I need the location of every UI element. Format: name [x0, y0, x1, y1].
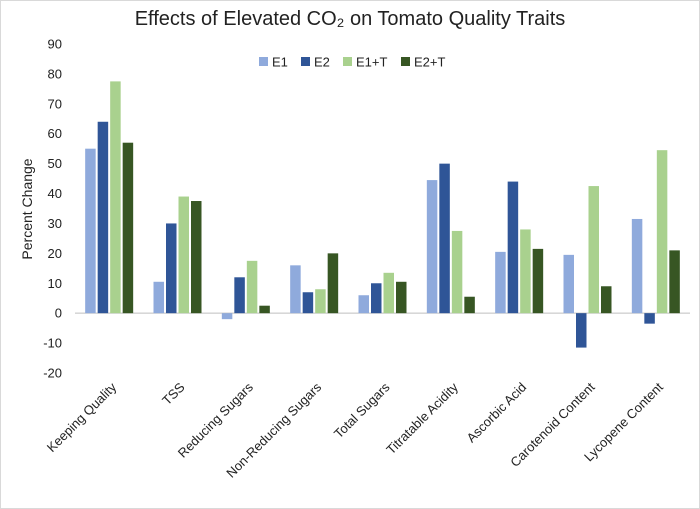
category-label: Keeping Quality — [44, 379, 120, 455]
bar-e1 — [85, 148, 96, 314]
y-axis-ticks: -20 -10 0 10 20 30 40 50 60 70 80 90 — [43, 37, 62, 381]
y-axis-title: Percent Change — [19, 158, 35, 259]
bar-e1-t — [383, 272, 394, 314]
bar-e2 — [644, 313, 655, 324]
bar-e1-t — [451, 230, 463, 314]
legend-label: E2+T — [414, 55, 445, 70]
bar-e1 — [495, 251, 506, 314]
bar-e2-t — [122, 142, 134, 314]
bar-e2 — [302, 292, 314, 314]
bar-e1-t — [315, 289, 326, 314]
bar-e1-t — [246, 260, 258, 314]
bar-e2-t — [532, 248, 544, 314]
bar-e2 — [576, 313, 587, 348]
bar-e1 — [153, 281, 164, 314]
bar-e2-t — [259, 305, 270, 314]
bar-e1-t — [520, 229, 531, 314]
bar-e1-t — [656, 150, 668, 314]
y-tick-label: -20 — [43, 366, 62, 381]
bar-e1-t — [110, 81, 121, 314]
bar-e2 — [439, 163, 450, 314]
bar-e2 — [507, 181, 519, 314]
y-tick-label: 60 — [48, 126, 62, 141]
y-tick-label: 70 — [48, 96, 62, 111]
bar-e1-t — [178, 196, 189, 314]
legend: E1 E2 E1+T E2+T — [259, 55, 445, 70]
bar-e1 — [426, 180, 438, 314]
legend-swatch — [259, 57, 268, 66]
y-tick-label: -10 — [43, 336, 62, 351]
legend-label: E1 — [272, 55, 288, 70]
bar-e1 — [221, 313, 233, 320]
category-label: Total Sugars — [331, 379, 393, 441]
y-tick-label: 40 — [48, 186, 62, 201]
bar-e1 — [563, 254, 574, 314]
legend-swatch — [343, 57, 352, 66]
bar-e2 — [166, 223, 177, 314]
bar-e1-t — [588, 186, 599, 314]
bar-e2-t — [327, 253, 339, 314]
chart-title: Effects of Elevated CO₂ on Tomato Qualit… — [134, 8, 566, 30]
legend-swatch — [401, 57, 410, 66]
category-label: Ascorbic Acid — [463, 380, 529, 446]
y-tick-label: 10 — [48, 276, 62, 291]
category-label: Titratable Acidity — [383, 379, 461, 457]
y-tick-label: 50 — [48, 156, 62, 171]
bar-e2-t — [464, 296, 475, 314]
bar-e2 — [234, 277, 245, 314]
bar-e1 — [631, 218, 643, 314]
bars — [85, 81, 680, 348]
legend-label: E2 — [314, 55, 330, 70]
bar-e2-t — [601, 286, 612, 314]
y-tick-label: 80 — [48, 66, 62, 81]
bar-e2-t — [191, 201, 202, 314]
bar-e2-t — [396, 281, 407, 314]
bar-e1 — [358, 295, 369, 314]
bar-e2-t — [669, 250, 680, 314]
legend-swatch — [301, 57, 310, 66]
bar-e2 — [371, 283, 382, 314]
y-tick-label: 20 — [48, 246, 62, 261]
y-tick-label: 30 — [48, 216, 62, 231]
bar-e2 — [97, 121, 109, 314]
category-label: TSS — [159, 379, 188, 408]
bar-e1 — [290, 265, 301, 314]
legend-label: E1+T — [356, 55, 387, 70]
y-tick-label: 90 — [48, 37, 62, 52]
y-tick-label: 0 — [55, 306, 62, 321]
